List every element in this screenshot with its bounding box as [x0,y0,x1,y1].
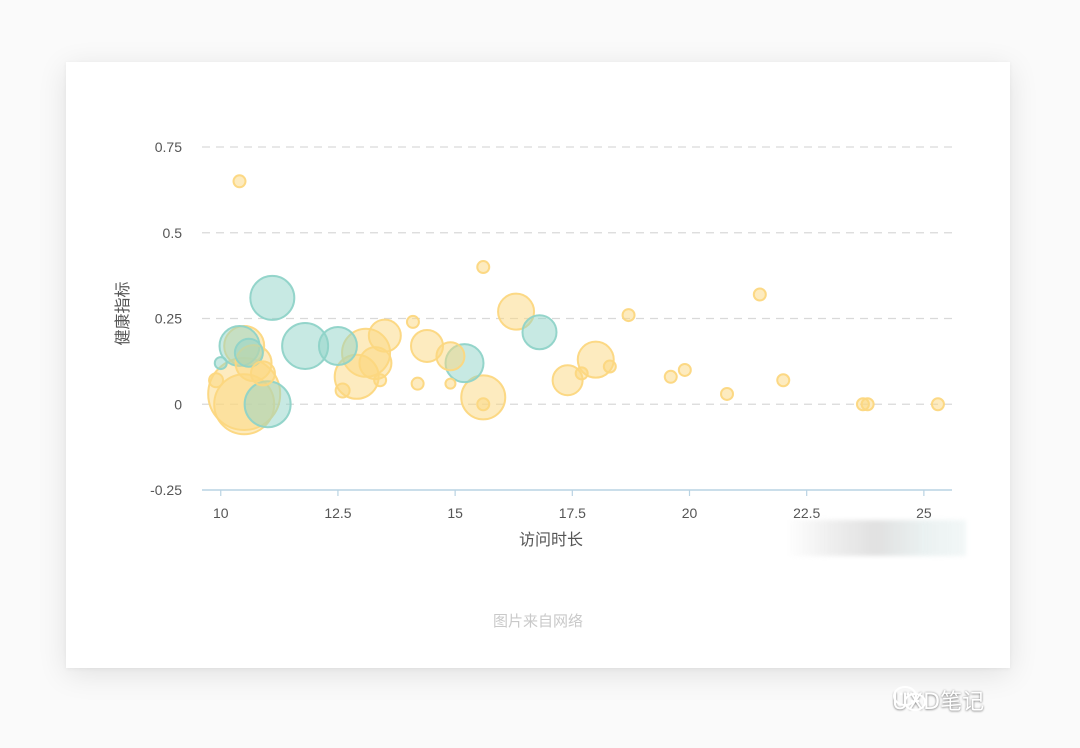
x-tick-label: 10 [213,505,229,521]
bubble-point [521,314,558,351]
y-tick-label: 0.5 [163,225,183,241]
bubble-point [663,369,678,384]
y-tick-label: 0.75 [155,139,182,155]
wechat-icon [893,686,926,711]
bubble-point [232,174,247,189]
bubble-point [435,341,466,372]
bubble-point [930,397,945,412]
x-tick-label: 20 [682,505,698,521]
bubble-point [317,325,358,366]
bubble-point [677,362,692,377]
bubble-point [208,372,225,389]
x-tick-label: 25 [916,505,932,521]
bubble-point [602,359,617,374]
wechat-watermark: UXD笔记 [892,684,984,716]
bubble-point [243,380,292,429]
bubble-point [497,292,536,331]
bubble-chart: 0.75 0.5 0.25 0 -0.25 10 12.5 15 17.5 20 22.5 25 访问… [113,139,952,549]
x-tick-label: 22.5 [793,505,820,521]
x-tick-label: 12.5 [324,505,351,521]
bubbles-layer [207,174,945,436]
bubble-point [444,377,457,390]
x-tick-label: 17.5 [559,505,586,521]
y-axis-label: 健康指标 [113,281,132,345]
bubble-point [405,314,420,329]
y-tick-label: 0 [174,396,182,412]
bubble-point [476,397,491,412]
bubble-point [476,260,491,275]
image-caption: 图片来自网络 [492,612,583,630]
bubble-point [233,337,264,368]
bubble-point [776,373,791,388]
bubble-point [249,274,296,321]
bubble-point [720,386,734,401]
bubble-point [334,382,351,399]
chart-card: 0.75 0.5 0.25 0 -0.25 10 12.5 15 17.5 20 22.5 25 访问… [66,62,1010,668]
bubble-point [373,373,388,388]
blurred-mosaic [786,520,966,556]
y-tick-label: 0.25 [155,311,182,327]
bubble-point [249,360,276,387]
bubble-point [410,376,425,391]
x-axis-label: 访问时长 [519,530,583,549]
axes: 0.75 0.5 0.25 0 -0.25 10 12.5 15 17.5 20 22.5 25 [150,139,952,521]
bubble-point [574,366,589,381]
bubble-point [860,397,875,412]
bubble-point [367,318,402,353]
bubble-point [752,287,767,302]
x-tick-label: 15 [447,505,463,521]
bubble-point [213,356,228,371]
bubble-point [621,308,636,323]
y-tick-label: -0.25 [150,482,182,498]
